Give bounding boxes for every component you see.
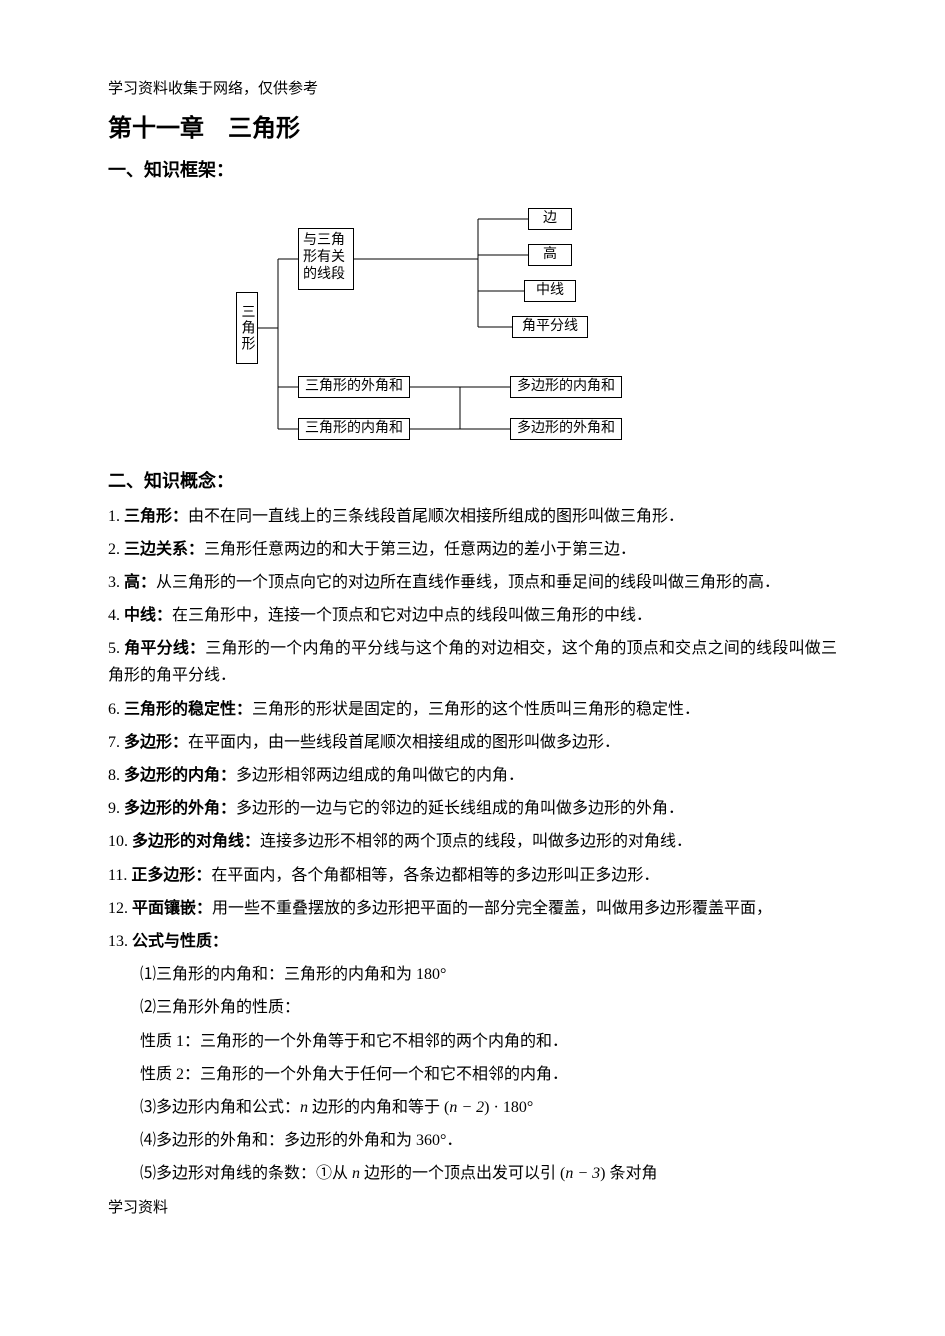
diagram-box-b1: 与三角形有关的线段 bbox=[298, 228, 354, 290]
concept-term: 多边形的外角： bbox=[124, 800, 236, 817]
concept-num: 12. bbox=[108, 900, 132, 917]
concept-body: 从三角形的一个顶点向它的对边所在直线作垂线，顶点和垂足间的线段叫做三角形的高． bbox=[156, 574, 780, 591]
concept-term: 三边关系： bbox=[124, 541, 204, 558]
concept-term: 中线： bbox=[124, 607, 172, 624]
concept-num: 9. bbox=[108, 800, 124, 817]
concept-num: 3. bbox=[108, 574, 124, 591]
sub-5-expr: n − 3 bbox=[565, 1165, 600, 1182]
concept-item: 7. 多边形：在平面内，由一些线段首尾顺次相接组成的图形叫做多边形． bbox=[108, 729, 837, 756]
concept-body: 多边形的一边与它的邻边的延长线组成的角叫做多边形的外角． bbox=[236, 800, 684, 817]
diagram-box-root: 三角形 bbox=[236, 292, 258, 364]
concept-num: 10. bbox=[108, 833, 132, 850]
sub-5-pre: ⑸多边形对角线的条数：①从 bbox=[140, 1165, 352, 1182]
concept-body: 在三角形中，连接一个顶点和它对边中点的线段叫做三角形的中线． bbox=[172, 607, 652, 624]
formula-sublist: ⑴三角形的内角和：三角形的内角和为 180° ⑵三角形外角的性质： 性质 1：三… bbox=[108, 961, 837, 1187]
concept-term: 正多边形： bbox=[131, 867, 211, 884]
concept-term: 高： bbox=[124, 574, 156, 591]
concept-item: 1. 三角形：由不在同一直线上的三条线段首尾顺次相接所组成的图形叫做三角形． bbox=[108, 503, 837, 530]
concept-item: 10. 多边形的对角线：连接多边形不相邻的两个顶点的线段，叫做多边形的对角线． bbox=[108, 828, 837, 855]
concept-body: 在平面内，由一些线段首尾顺次相接组成的图形叫做多边形． bbox=[188, 734, 620, 751]
sub-2a: 性质 1：三角形的一个外角等于和它不相邻的两个内角的和． bbox=[140, 1028, 837, 1055]
concept-item: 3. 高：从三角形的一个顶点向它的对边所在直线作垂线，顶点和垂足间的线段叫做三角… bbox=[108, 569, 837, 596]
diagram-box-l1b: 高 bbox=[528, 244, 572, 266]
sub-2: ⑵三角形外角的性质： bbox=[140, 994, 837, 1021]
sub-3: ⑶多边形内角和公式：n 边形的内角和等于 (n − 2) · 180° bbox=[140, 1094, 837, 1121]
diagram-box-l1c: 中线 bbox=[524, 280, 576, 302]
concept-num: 5. bbox=[108, 640, 124, 657]
sub-5-mid: 边形的一个顶点出发可以引 ( bbox=[360, 1165, 565, 1182]
concept-body: 在平面内，各个角都相等，各条边都相等的多边形叫正多边形． bbox=[211, 867, 659, 884]
diagram-box-l1a: 边 bbox=[528, 208, 572, 230]
concept-item: 9. 多边形的外角：多边形的一边与它的邻边的延长线组成的角叫做多边形的外角． bbox=[108, 795, 837, 822]
diagram-box-l1d: 角平分线 bbox=[512, 316, 588, 338]
concept-num: 4. bbox=[108, 607, 124, 624]
concept-num: 6. bbox=[108, 701, 124, 718]
concepts-list: 1. 三角形：由不在同一直线上的三条线段首尾顺次相接所组成的图形叫做三角形． 2.… bbox=[108, 503, 837, 956]
concept-body: 用一些不重叠摆放的多边形把平面的一部分完全覆盖，叫做用多边形覆盖平面， bbox=[212, 900, 772, 917]
footer-note: 学习资料 bbox=[108, 1197, 837, 1220]
concept-body: 三角形任意两边的和大于第三边，任意两边的差小于第三边． bbox=[204, 541, 636, 558]
concept-term: 多边形的对角线： bbox=[132, 833, 260, 850]
sub-4: ⑷多边形的外角和：多边形的外角和为 360°． bbox=[140, 1127, 837, 1154]
concept-term: 平面镶嵌： bbox=[132, 900, 212, 917]
sub-5-post: ) 条对角 bbox=[600, 1165, 657, 1182]
concept-item: 2. 三边关系：三角形任意两边的和大于第三边，任意两边的差小于第三边． bbox=[108, 536, 837, 563]
concept-num: 11. bbox=[108, 867, 131, 884]
concept-term: 多边形的内角： bbox=[124, 767, 236, 784]
concept-item: 8. 多边形的内角：多边形相邻两边组成的角叫做它的内角． bbox=[108, 762, 837, 789]
concept-term: 多边形： bbox=[124, 734, 188, 751]
header-note: 学习资料收集于网络，仅供参考 bbox=[108, 78, 837, 101]
concept-item: 5. 角平分线：三角形的一个内角的平分线与这个角的对边相交，这个角的顶点和交点之… bbox=[108, 635, 837, 689]
concept-term: 角平分线： bbox=[124, 640, 205, 657]
sub-5-n: n bbox=[352, 1165, 360, 1182]
sub-3-n: n bbox=[300, 1099, 308, 1116]
concept-num: 13. bbox=[108, 933, 132, 950]
concept-num: 1. bbox=[108, 508, 124, 525]
concept-body: 由不在同一直线上的三条线段首尾顺次相接所组成的图形叫做三角形． bbox=[188, 508, 684, 525]
section2-title: 二、知识概念： bbox=[108, 468, 837, 495]
diagram-canvas: 三角形 与三角形有关的线段 边高中线角平分线三角形的外角和三角形的内角和 多边形的内角… bbox=[168, 194, 708, 454]
section1-title: 一、知识框架： bbox=[108, 157, 837, 184]
concept-item: 6. 三角形的稳定性：三角形的形状是固定的，三角形的这个性质叫三角形的稳定性． bbox=[108, 696, 837, 723]
sub-2b: 性质 2：三角形的一个外角大于任何一个和它不相邻的内角． bbox=[140, 1061, 837, 1088]
concept-term: 三角形： bbox=[124, 508, 188, 525]
concept-body: 多边形相邻两边组成的角叫做它的内角． bbox=[236, 767, 524, 784]
concept-item: 11. 正多边形：在平面内，各个角都相等，各条边都相等的多边形叫正多边形． bbox=[108, 862, 837, 889]
sub-3-mid: 边形的内角和等于 ( bbox=[308, 1099, 449, 1116]
diagram-box-b2: 三角形的外角和 bbox=[298, 376, 410, 398]
sub-3-post: ) · 180° bbox=[484, 1099, 533, 1116]
concept-body: 三角形的形状是固定的，三角形的这个性质叫三角形的稳定性． bbox=[252, 701, 700, 718]
sub-3-pre: ⑶多边形内角和公式： bbox=[140, 1099, 300, 1116]
concept-num: 8. bbox=[108, 767, 124, 784]
knowledge-diagram: 三角形 与三角形有关的线段 边高中线角平分线三角形的外角和三角形的内角和 多边形的内角… bbox=[108, 194, 837, 454]
concept-num: 7. bbox=[108, 734, 124, 751]
sub-5: ⑸多边形对角线的条数：①从 n 边形的一个顶点出发可以引 (n − 3) 条对角 bbox=[140, 1160, 837, 1187]
concept-body: 连接多边形不相邻的两个顶点的线段，叫做多边形的对角线． bbox=[260, 833, 692, 850]
diagram-box-l3: 多边形的外角和 bbox=[510, 418, 622, 440]
diagram-box-b3: 三角形的内角和 bbox=[298, 418, 410, 440]
diagram-box-l2: 多边形的内角和 bbox=[510, 376, 622, 398]
sub-3-expr: n − 2 bbox=[449, 1099, 484, 1116]
concept-term: 公式与性质： bbox=[132, 933, 228, 950]
concept-num: 2. bbox=[108, 541, 124, 558]
chapter-title: 第十一章 三角形 bbox=[108, 111, 837, 147]
concept-term: 三角形的稳定性： bbox=[124, 701, 252, 718]
concept-body: 三角形的一个内角的平分线与这个角的对边相交，这个角的顶点和交点之间的线段叫做三角… bbox=[108, 640, 837, 684]
concept-item: 13. 公式与性质： bbox=[108, 928, 837, 955]
sub-1: ⑴三角形的内角和：三角形的内角和为 180° bbox=[140, 961, 837, 988]
concept-item: 12. 平面镶嵌：用一些不重叠摆放的多边形把平面的一部分完全覆盖，叫做用多边形覆… bbox=[108, 895, 837, 922]
concept-item: 4. 中线：在三角形中，连接一个顶点和它对边中点的线段叫做三角形的中线． bbox=[108, 602, 837, 629]
